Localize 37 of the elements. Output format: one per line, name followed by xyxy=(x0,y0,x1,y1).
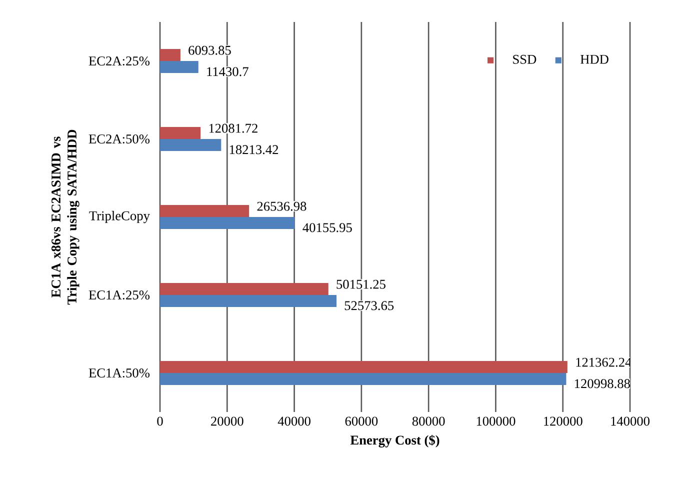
data-label: 6093.85 xyxy=(188,46,231,55)
y-tick-label: TripleCopy xyxy=(89,210,150,224)
data-label: 12081.72 xyxy=(209,124,258,133)
bar xyxy=(160,217,295,229)
legend-label: SSD xyxy=(513,54,536,64)
x-tick-label: 100000 xyxy=(476,416,516,426)
bar xyxy=(160,373,566,385)
data-label: 40155.95 xyxy=(302,223,352,232)
x-tick-label: 120000 xyxy=(544,416,582,426)
x-tick-label: 140000 xyxy=(611,416,650,426)
data-label: 121362.24 xyxy=(576,358,632,367)
bar xyxy=(160,127,201,140)
x-tick-label: 60000 xyxy=(345,416,378,426)
bar xyxy=(160,61,198,73)
bar xyxy=(160,205,250,218)
bar xyxy=(160,361,568,373)
legend-label: HDD xyxy=(580,54,608,64)
x-axis-title: Energy Cost ($) xyxy=(350,434,440,448)
bar xyxy=(160,49,180,62)
bar xyxy=(160,295,336,307)
bar xyxy=(160,139,222,151)
y-axis-title: EC1A x86vs EC2ASIMD vs Triple Copy using SATA/HDD xyxy=(52,130,80,305)
data-label: 52573.65 xyxy=(344,301,394,310)
y-tick-label: EC1A:50% xyxy=(88,368,150,378)
x-tick-label: 40000 xyxy=(278,416,310,426)
data-label: 18213.42 xyxy=(230,145,278,154)
x-tick-label: 20000 xyxy=(211,416,244,426)
data-label: 11430.7 xyxy=(207,67,248,76)
data-label: 26536.98 xyxy=(257,202,306,211)
y-tick-label: EC1A:25% xyxy=(88,290,150,300)
y-tick-label: EC2A:50% xyxy=(88,134,150,144)
x-tick-label: 80000 xyxy=(412,416,445,426)
y-tick-label: EC2A:25% xyxy=(88,56,150,66)
data-label: 50151.25 xyxy=(336,280,386,289)
data-label: 120998.88 xyxy=(574,379,630,388)
x-tick-label: 0 xyxy=(157,416,163,426)
bar xyxy=(160,283,328,295)
